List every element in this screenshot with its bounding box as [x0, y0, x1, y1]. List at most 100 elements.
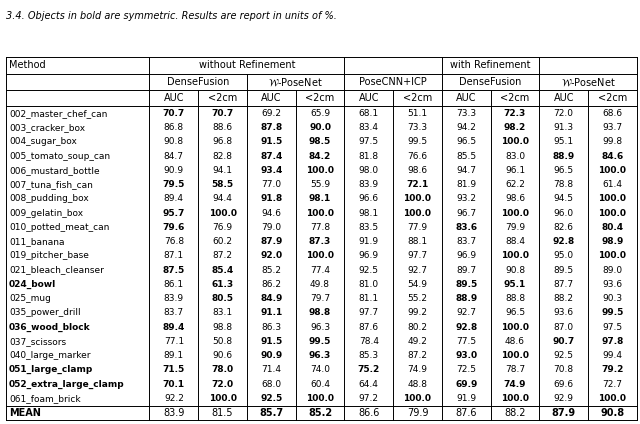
Text: 83.7: 83.7 [456, 237, 476, 246]
Text: 92.7: 92.7 [408, 265, 428, 275]
Text: 96.9: 96.9 [456, 251, 476, 260]
Text: 89.1: 89.1 [164, 351, 184, 360]
Text: 99.8: 99.8 [602, 137, 623, 146]
Text: 84.7: 84.7 [164, 151, 184, 161]
Text: 91.1: 91.1 [260, 308, 282, 317]
Text: 60.4: 60.4 [310, 379, 330, 389]
Text: 83.5: 83.5 [359, 223, 379, 232]
Text: 90.9: 90.9 [164, 166, 184, 175]
Text: 70.1: 70.1 [163, 379, 185, 389]
Text: 93.4: 93.4 [260, 166, 282, 175]
Text: 97.7: 97.7 [359, 308, 379, 317]
Text: 81.1: 81.1 [359, 294, 379, 303]
Text: 77.9: 77.9 [408, 223, 428, 232]
Text: 92.9: 92.9 [554, 394, 573, 403]
Text: $\mathcal{W}$-PoseNet: $\mathcal{W}$-PoseNet [561, 76, 616, 88]
Text: 87.2: 87.2 [408, 351, 428, 360]
Text: 96.0: 96.0 [554, 209, 574, 218]
Text: 90.0: 90.0 [309, 123, 331, 132]
Text: 96.8: 96.8 [212, 137, 233, 146]
Text: 77.0: 77.0 [261, 180, 282, 189]
Text: <2cm: <2cm [305, 93, 335, 103]
Text: 040_large_marker: 040_large_marker [9, 351, 90, 360]
Text: 78.7: 78.7 [505, 365, 525, 374]
Text: 98.6: 98.6 [505, 194, 525, 204]
Text: 90.6: 90.6 [212, 351, 233, 360]
Text: 94.6: 94.6 [261, 209, 282, 218]
Text: 98.1: 98.1 [359, 209, 379, 218]
Text: <2cm: <2cm [403, 93, 432, 103]
Text: 100.0: 100.0 [501, 394, 529, 403]
Text: AUC: AUC [456, 93, 477, 103]
Text: 100.0: 100.0 [501, 351, 529, 360]
Text: 96.9: 96.9 [359, 251, 379, 260]
Text: 79.9: 79.9 [407, 407, 428, 418]
Text: 77.1: 77.1 [164, 337, 184, 346]
Text: without Refinement: without Refinement [198, 60, 295, 70]
Text: 70.7: 70.7 [211, 109, 234, 118]
Text: AUC: AUC [261, 93, 282, 103]
Text: 93.6: 93.6 [602, 280, 623, 289]
Text: 92.7: 92.7 [456, 308, 476, 317]
Text: 87.7: 87.7 [554, 280, 574, 289]
Text: 89.5: 89.5 [554, 265, 574, 275]
Text: 99.5: 99.5 [309, 337, 332, 346]
Text: 035_power_drill: 035_power_drill [9, 308, 81, 317]
Text: 60.2: 60.2 [212, 237, 232, 246]
Text: 87.2: 87.2 [212, 251, 232, 260]
Text: 79.6: 79.6 [163, 223, 185, 232]
Text: 89.4: 89.4 [164, 194, 184, 204]
Text: 71.5: 71.5 [163, 365, 185, 374]
Text: 77.8: 77.8 [310, 223, 330, 232]
Text: 84.9: 84.9 [260, 294, 282, 303]
Text: 95.7: 95.7 [163, 209, 185, 218]
Text: 002_master_chef_can: 002_master_chef_can [9, 109, 108, 118]
Text: 86.1: 86.1 [164, 280, 184, 289]
Text: 96.5: 96.5 [505, 308, 525, 317]
Text: 81.0: 81.0 [359, 280, 379, 289]
Text: AUC: AUC [164, 93, 184, 103]
Text: 92.5: 92.5 [260, 394, 282, 403]
Text: MEAN: MEAN [9, 407, 41, 418]
Text: 64.4: 64.4 [359, 379, 379, 389]
Text: 70.7: 70.7 [163, 109, 185, 118]
Text: 92.0: 92.0 [260, 251, 282, 260]
Text: 80.4: 80.4 [602, 223, 623, 232]
Text: 90.3: 90.3 [602, 294, 623, 303]
Text: 69.6: 69.6 [554, 379, 574, 389]
Text: $\mathcal{W}$-PoseNet: $\mathcal{W}$-PoseNet [268, 76, 323, 88]
Text: 68.0: 68.0 [261, 379, 282, 389]
Text: 83.4: 83.4 [359, 123, 379, 132]
Text: 72.3: 72.3 [504, 109, 526, 118]
Text: 021_bleach_cleanser: 021_bleach_cleanser [9, 265, 104, 275]
Text: 98.5: 98.5 [309, 137, 331, 146]
Text: 100.0: 100.0 [209, 394, 237, 403]
Text: 95.0: 95.0 [554, 251, 574, 260]
Text: 79.9: 79.9 [505, 223, 525, 232]
Text: 95.1: 95.1 [554, 137, 574, 146]
Text: 91.5: 91.5 [260, 137, 282, 146]
Text: 87.6: 87.6 [359, 323, 379, 332]
Text: 85.3: 85.3 [359, 351, 379, 360]
Text: 58.5: 58.5 [212, 180, 234, 189]
Text: 96.5: 96.5 [554, 166, 574, 175]
Text: <2cm: <2cm [500, 93, 529, 103]
Text: 92.8: 92.8 [552, 237, 575, 246]
Text: 98.9: 98.9 [601, 237, 623, 246]
Text: AUC: AUC [358, 93, 379, 103]
Text: <2cm: <2cm [598, 93, 627, 103]
Text: 90.9: 90.9 [260, 351, 282, 360]
Text: 88.2: 88.2 [504, 407, 525, 418]
Text: 97.5: 97.5 [602, 323, 623, 332]
Text: 97.2: 97.2 [359, 394, 379, 403]
Text: 78.0: 78.0 [212, 365, 234, 374]
Text: 003_cracker_box: 003_cracker_box [9, 123, 85, 132]
Text: 87.3: 87.3 [309, 237, 331, 246]
Text: 92.2: 92.2 [164, 394, 184, 403]
Text: 87.8: 87.8 [260, 123, 282, 132]
Text: 65.9: 65.9 [310, 109, 330, 118]
Text: 96.3: 96.3 [310, 323, 330, 332]
Text: 87.4: 87.4 [260, 151, 282, 161]
Text: 91.9: 91.9 [456, 394, 476, 403]
Text: 84.6: 84.6 [602, 151, 623, 161]
